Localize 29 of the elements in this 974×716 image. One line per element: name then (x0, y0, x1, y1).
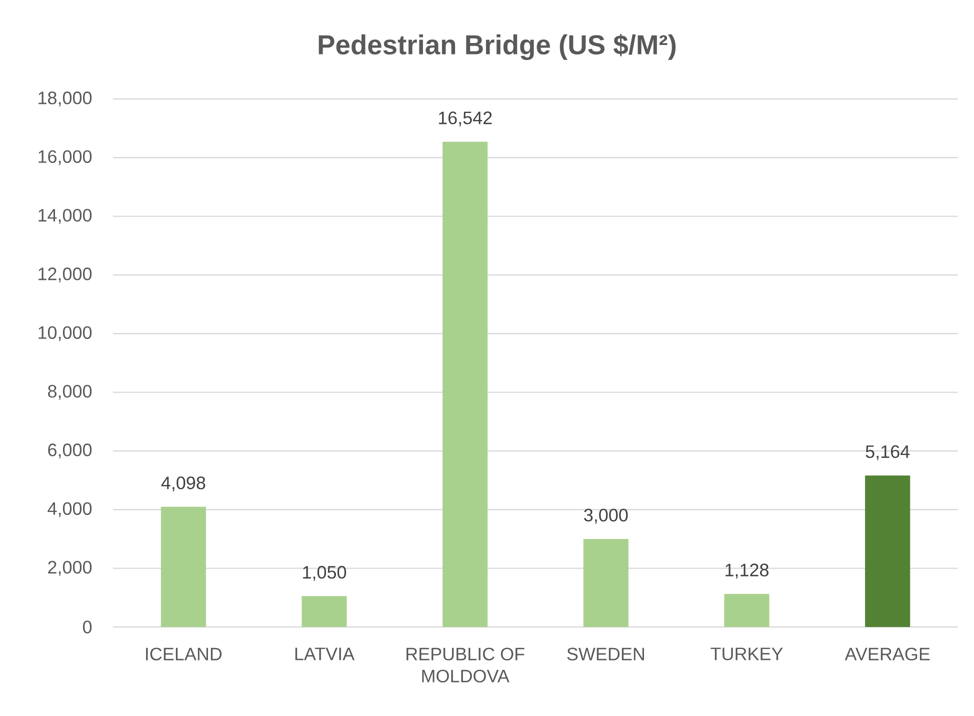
x-tick-label: REPUBLIC OF MOLDOVA (406, 648, 524, 682)
bar (442, 142, 488, 627)
chart-title: Pedestrian Bridge (US $/M²) (318, 34, 676, 60)
y-tick-label: 14,000 (38, 208, 92, 224)
data-label: 1,128 (726, 564, 768, 579)
bar (583, 538, 628, 627)
bar (865, 476, 910, 627)
bar (724, 594, 770, 627)
data-label: 1,050 (303, 566, 346, 581)
data-label: 4,098 (161, 476, 206, 492)
data-label: 5,164 (866, 445, 910, 460)
y-tick-label: 10,000 (38, 326, 92, 342)
y-tick-label: 12,000 (38, 268, 92, 282)
data-label: 16,542 (438, 112, 492, 126)
x-tick-label: SWEDEN (567, 648, 644, 660)
y-tick-label: 4,000 (48, 502, 92, 518)
y-tick-label: 2,000 (48, 560, 92, 576)
data-label: 3,000 (584, 508, 628, 524)
bar (302, 596, 347, 627)
x-tick-label: AVERAGE (844, 648, 930, 660)
y-tick-label: 16,000 (38, 150, 92, 166)
bar (160, 506, 206, 627)
y-tick-label: 0 (82, 620, 92, 634)
y-tick-label: 8,000 (48, 384, 92, 400)
y-tick-label: 6,000 (48, 444, 92, 458)
x-tick-label: LATVIA (295, 648, 355, 660)
x-tick-label: TURKEY (710, 648, 783, 660)
y-tick-label: 18,000 (38, 92, 92, 106)
x-tick-label: ICELAND (146, 648, 222, 660)
